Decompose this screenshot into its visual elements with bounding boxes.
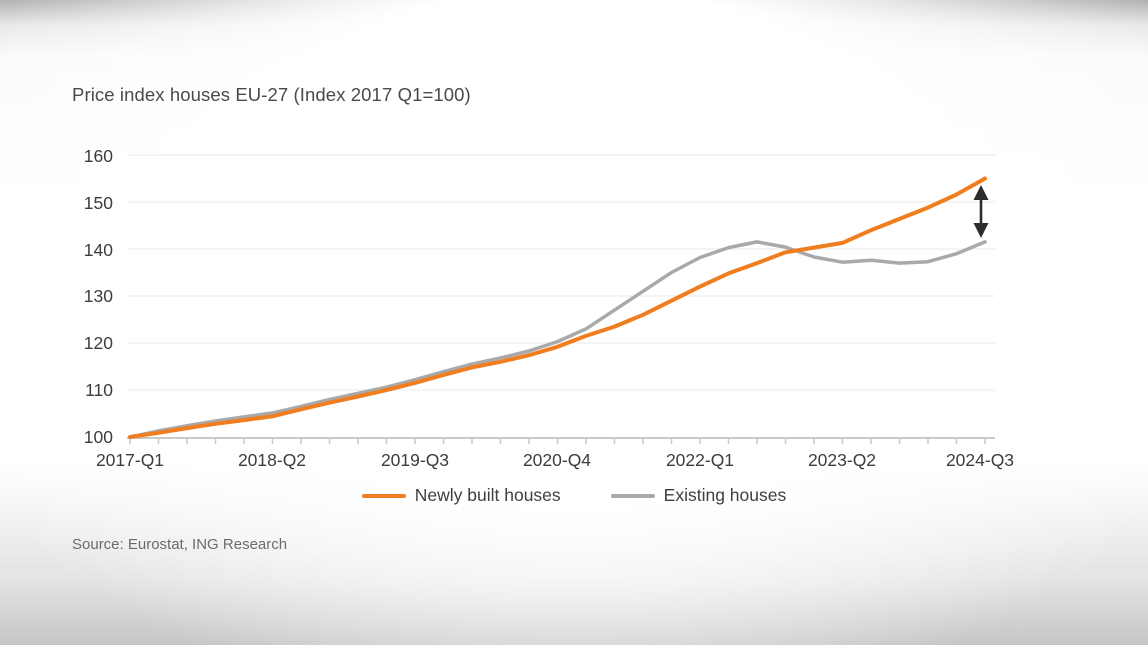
x-tick-label: 2020-Q4	[523, 450, 591, 470]
legend: Newly built houses Existing houses	[0, 485, 1148, 506]
gridlines	[128, 154, 995, 391]
y-tick-label: 100	[84, 427, 113, 447]
legend-label: Newly built houses	[414, 485, 561, 505]
y-axis-labels: 100 110 120 130 140 150 160	[84, 146, 113, 447]
x-tick-label: 2023-Q2	[808, 450, 876, 470]
chart-title: Price index houses EU-27 (Index 2017 Q1=…	[72, 84, 471, 105]
y-tick-label: 110	[85, 380, 113, 400]
gap-arrow-annotation	[973, 185, 989, 238]
newly-built-line-swatch	[361, 493, 406, 498]
legend-label: Existing houses	[663, 485, 787, 505]
x-tick-label: 2018-Q2	[238, 450, 306, 470]
legend-item-newly-built: Newly built houses	[361, 485, 561, 506]
series-line-newly-built-houses	[128, 176, 987, 439]
y-tick-label: 120	[84, 333, 113, 353]
series-lines	[128, 176, 987, 439]
existing-line-swatch	[610, 493, 655, 498]
x-axis	[127, 437, 995, 444]
source-note: Source: Eurostat, ING Research	[72, 536, 288, 553]
x-axis-labels: 2017-Q1 2018-Q2 2019-Q3 2020-Q4 2022-Q1 …	[96, 450, 1014, 470]
legend-item-existing: Existing houses	[610, 485, 787, 506]
x-tick-label: 2024-Q3	[946, 450, 1014, 470]
x-tick-label: 2022-Q1	[666, 450, 734, 470]
y-tick-label: 160	[84, 146, 113, 166]
x-tick-label: 2019-Q3	[381, 450, 449, 470]
y-tick-label: 130	[84, 286, 113, 306]
y-tick-label: 140	[84, 240, 113, 260]
series-line-existing-houses	[128, 240, 987, 439]
y-tick-label: 150	[84, 193, 113, 213]
x-tick-label: 2017-Q1	[96, 450, 164, 470]
